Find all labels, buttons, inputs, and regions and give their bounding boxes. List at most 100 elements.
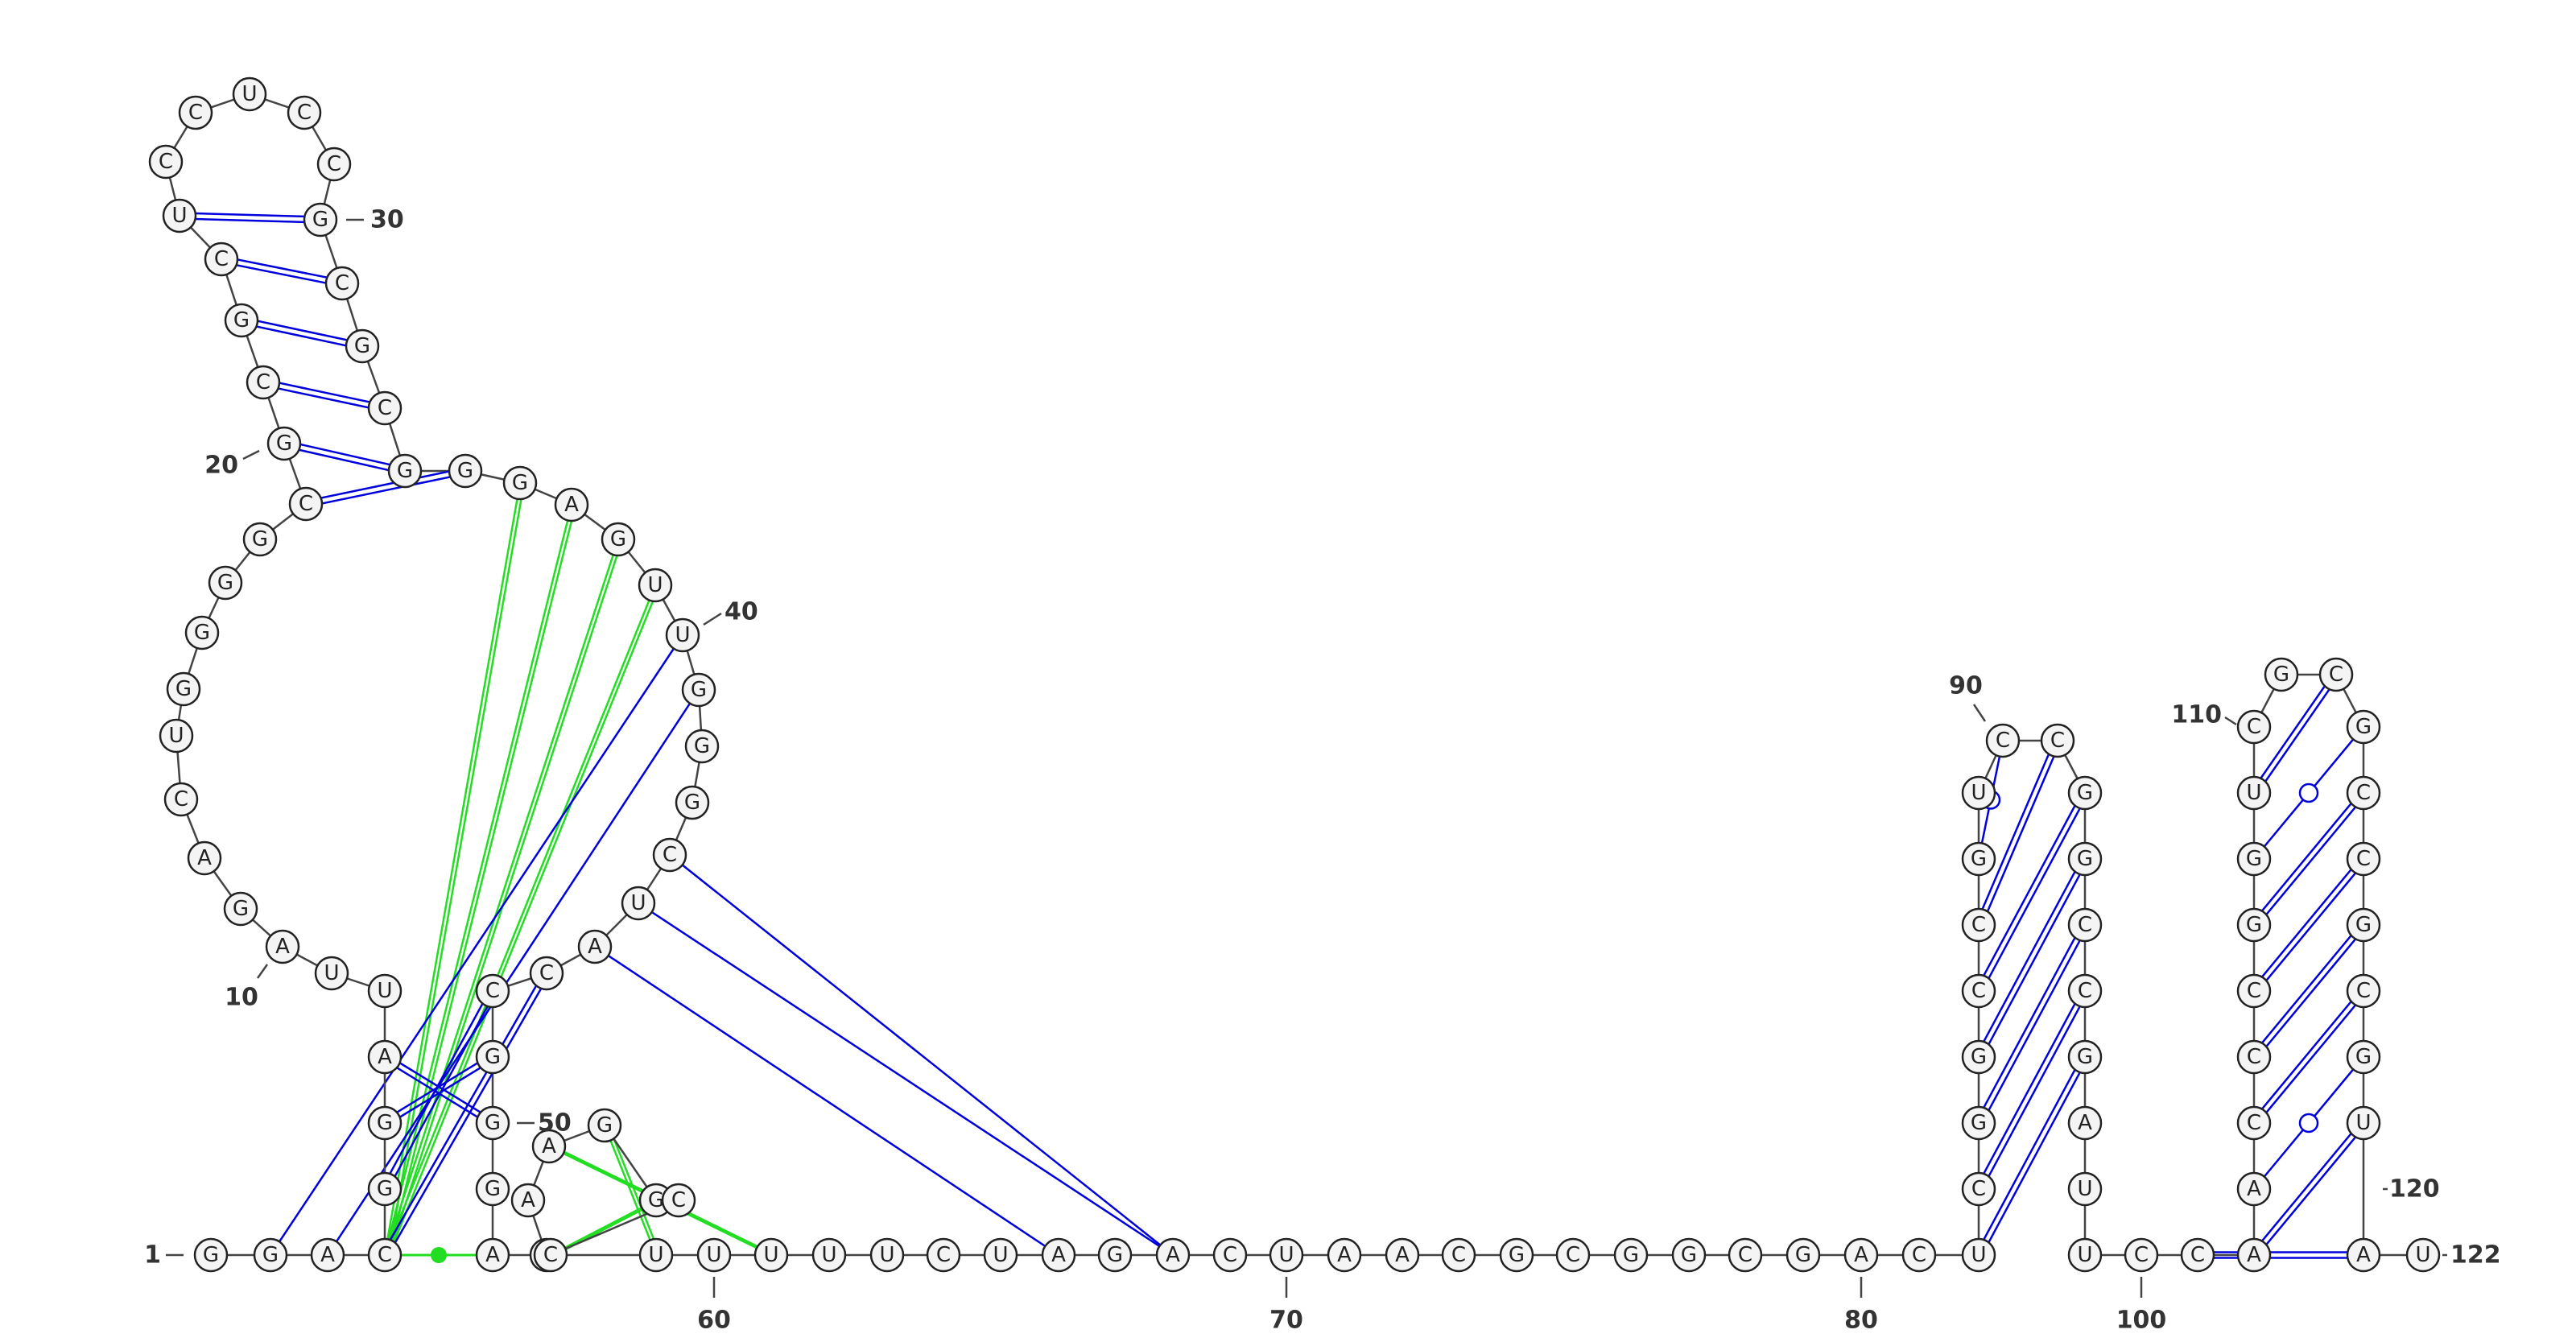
nucleotide-letter: C <box>378 1243 392 1267</box>
canonical-pair-line <box>2255 1124 2367 1258</box>
nucleotide-10: A <box>265 929 300 964</box>
nucleotide-circle <box>166 671 201 707</box>
canonical-pair-line <box>2251 856 2363 990</box>
nucleotide-118: C <box>2346 973 2381 1009</box>
nucleotide-letter: A <box>1051 1243 1066 1267</box>
nucleotide-letter: U <box>324 961 339 985</box>
nucleotide-90: U <box>1961 775 1996 811</box>
nucleotide-letter: G <box>684 791 700 815</box>
nucleotide-circle <box>811 1237 847 1273</box>
nucleotide-circle <box>2236 907 2272 943</box>
nucleotide-94: G <box>2067 841 2103 877</box>
canonical-pair-line <box>1975 1055 2084 1254</box>
nucleotide-letter: A <box>320 1243 335 1267</box>
nucleotide-circle <box>1555 1237 1591 1273</box>
nucleotide-letter: G <box>2355 715 2372 739</box>
nucleotide-31: C <box>324 266 360 301</box>
nucleotide-83: U <box>1961 1237 1996 1273</box>
nucleotide-73: A <box>1385 1237 1420 1273</box>
nucleotide-88: C <box>1961 907 1996 943</box>
canonical-pair-line <box>1979 794 2089 993</box>
canonical-pair-line <box>2255 675 2339 795</box>
nucleotide-22: G <box>224 303 259 338</box>
canonical-pair-line <box>241 322 362 350</box>
nucleotide-letter: U <box>675 623 690 647</box>
nucleotide-43: G <box>675 785 710 820</box>
nucleotide-letter: G <box>485 1045 501 1069</box>
nucleotide-circle <box>448 453 483 489</box>
position-label-120: 120 <box>2389 1175 2440 1204</box>
nucleotide-30: G <box>303 202 338 237</box>
nucleotide-24: U <box>162 198 197 233</box>
nucleotide-13: C <box>163 782 199 817</box>
nucleotide-circle <box>1212 1237 1248 1273</box>
nucleotide-letter: G <box>1681 1243 1697 1267</box>
nucleotide-8: U <box>367 973 402 1009</box>
nucleotide-circle <box>310 1237 345 1273</box>
nucleotide-circle <box>242 522 278 557</box>
nucleotide-letter: U <box>2077 1177 2092 1201</box>
nucleotide-letter: G <box>2355 1045 2372 1069</box>
nucleotide-circle <box>531 1129 567 1164</box>
nucleotide-circle <box>2346 973 2381 1009</box>
nucleotide-104: A <box>2236 1171 2272 1207</box>
canonical-pair-line <box>1979 1058 2089 1257</box>
nucleotide-letter: A <box>1854 1243 1868 1267</box>
nucleotide-circle <box>1097 1237 1133 1273</box>
nucleotide-letter: G <box>691 678 707 702</box>
nucleotide-59: C <box>533 1237 568 1273</box>
nucleotide-circle <box>1961 775 1996 811</box>
position-label-20: 20 <box>204 452 238 480</box>
nucleotide-letter: C <box>1971 979 1986 1003</box>
nucleotide-116: C <box>2346 841 2381 877</box>
nucleotide-letter: G <box>233 897 249 921</box>
canonical-pair-line <box>263 378 386 407</box>
nucleotide-circle <box>621 886 656 921</box>
nucleotide-26: C <box>178 95 213 130</box>
nucleotide-circle <box>223 891 258 927</box>
nucleotide-circle <box>2067 1171 2103 1207</box>
position-label-50: 50 <box>538 1109 572 1138</box>
nucleotide-letter: A <box>542 1134 556 1158</box>
nucleotide-circle <box>2067 1039 2103 1075</box>
nucleotide-71: U <box>1269 1237 1304 1273</box>
nucleotide-circle <box>208 565 243 601</box>
nucleotide-circle <box>475 1237 510 1273</box>
nucleotide-circle <box>869 1237 905 1273</box>
nucleotide-64: U <box>869 1237 905 1273</box>
nucleotide-55: A <box>531 1129 567 1164</box>
wobble-pair-marker <box>2298 782 2319 803</box>
canonical-pair-line <box>1975 923 2084 1122</box>
nucleotide-circle <box>681 672 716 708</box>
nucleotide-letter: A <box>197 846 212 870</box>
nucleotide-circle <box>2236 973 2272 1009</box>
canonical-pair-line <box>2251 672 2335 792</box>
nucleotide-78: G <box>1671 1237 1707 1273</box>
nucleotide-letter: U <box>647 573 663 597</box>
nucleotide-letter: G <box>610 527 626 551</box>
nucleotide-114: G <box>2346 709 2381 745</box>
wobble-pair-marker <box>2298 1113 2319 1133</box>
canonical-pair-line <box>386 974 551 1257</box>
position-label-80: 80 <box>1844 1307 1878 1335</box>
nucleotide-circle <box>675 785 710 820</box>
nucleotide-circle <box>2180 1237 2215 1273</box>
nucleotide-circle <box>2236 1237 2272 1273</box>
nucleotide-circle <box>2346 841 2381 877</box>
position-tick <box>1972 704 1987 722</box>
nucleotide-48: C <box>475 973 510 1009</box>
nucleotide-circle <box>638 1237 674 1273</box>
nucleotide-50: G <box>475 1105 510 1141</box>
nucleotide-36: G <box>502 465 538 501</box>
nucleotide-63: U <box>811 1237 847 1273</box>
nucleotide-letter: G <box>194 621 210 645</box>
nucleotide-69: A <box>1155 1237 1191 1273</box>
pseudoknot-pair-line <box>550 1199 657 1257</box>
nucleotide-letter: C <box>1971 913 1986 937</box>
nucleotide-letter: C <box>2050 729 2065 753</box>
nucleotide-circle <box>184 615 220 650</box>
pseudoknot-pair-line <box>383 584 657 1256</box>
nucleotide-circle <box>2067 1237 2103 1273</box>
nucleotide-106: C <box>2236 1039 2272 1075</box>
